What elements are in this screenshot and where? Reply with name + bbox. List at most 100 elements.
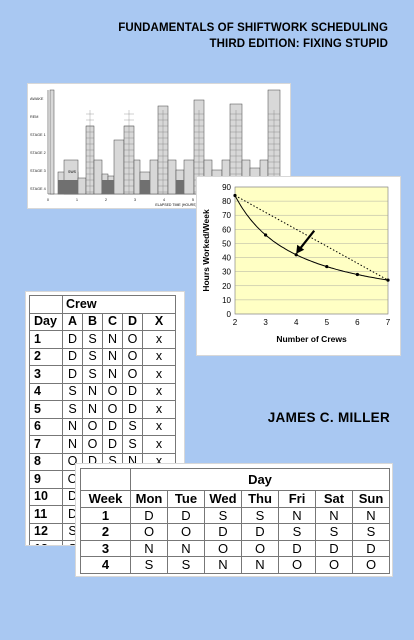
hours-point xyxy=(264,233,268,237)
crew-columns-row: Day A B C D X xyxy=(29,312,176,331)
week-number: 1 xyxy=(80,506,131,524)
shift-cell: S xyxy=(315,523,353,541)
sleep-deep-band xyxy=(102,180,114,194)
shift-cell: S xyxy=(122,435,143,454)
sleep-y-label: STAGE 1 xyxy=(30,133,46,137)
shift-cell: N xyxy=(352,506,390,524)
shift-cell: O xyxy=(122,365,143,384)
hours-y-tick: 30 xyxy=(222,268,231,277)
day-number: 12 xyxy=(29,522,63,541)
shift-cell: x xyxy=(142,382,176,401)
shift-cell: N xyxy=(62,417,83,436)
sleep-y-label: REM xyxy=(30,115,38,119)
week-number: 2 xyxy=(80,523,131,541)
weekday-header: Sun xyxy=(352,490,390,508)
day-number: 6 xyxy=(29,417,63,436)
sleep-x-label: ELAPSED TIME (HOURS) xyxy=(155,203,196,207)
hours-x-tick: 5 xyxy=(325,318,330,327)
hours-chart-svg: 0 10 20 30 40 50 60 70 80 90 2 3 4 5 6 7 Number of Crews… xyxy=(197,177,400,355)
shift-cell: x xyxy=(142,435,176,454)
weekday-header: Mon xyxy=(130,490,168,508)
day-number: 3 xyxy=(29,365,63,384)
shift-cell: D xyxy=(167,506,205,524)
day-number: 10 xyxy=(29,487,63,506)
shift-cell: O xyxy=(204,539,242,557)
shift-cell: N xyxy=(204,556,242,574)
sleep-y-label: STAGE 2 xyxy=(30,151,46,155)
day-number: 11 xyxy=(29,505,63,524)
sleep-x-tick: 2 xyxy=(105,198,107,202)
hours-x-tick: 3 xyxy=(263,318,268,327)
book-title-line2: THIRD EDITION: FIXING STUPID xyxy=(209,38,388,50)
hours-y-tick: 10 xyxy=(222,296,231,305)
crew-column-header: A xyxy=(62,312,83,331)
shift-cell: S xyxy=(130,556,168,574)
week-corner-cell xyxy=(80,468,131,491)
shift-cell: D xyxy=(62,347,83,366)
shift-cell: S xyxy=(82,365,103,384)
sleep-stage-block xyxy=(77,177,87,195)
day-number: 9 xyxy=(29,470,63,489)
day-number: 2 xyxy=(29,347,63,366)
shift-cell: O xyxy=(82,435,103,454)
hours-point xyxy=(294,253,298,257)
author-name: JAMES C. MILLER xyxy=(267,410,390,425)
shift-cell: N xyxy=(102,330,123,349)
shift-cell: O xyxy=(122,330,143,349)
sleep-deep-band xyxy=(58,180,78,194)
sleep-deep-band xyxy=(140,180,150,194)
sleep-y-label: STAGE 4 xyxy=(30,187,46,191)
hours-point xyxy=(355,272,359,277)
week-table: Day Week Mon Tue Wed Thu Fri Sat Sun 1 D D S S N N N 2 O O D… xyxy=(80,468,390,574)
shift-cell: D xyxy=(352,539,390,557)
day-header: Day xyxy=(29,312,63,331)
day-number: 13 xyxy=(29,540,63,545)
shift-cell: N xyxy=(102,347,123,366)
shift-cell: D xyxy=(62,330,83,349)
hours-x-label: Number of Crews xyxy=(276,334,347,344)
shift-cell: x xyxy=(142,365,176,384)
sleep-stage-block xyxy=(149,159,159,195)
hours-x-tick: 2 xyxy=(233,318,238,327)
hours-point xyxy=(386,278,390,282)
book-title-line1: FUNDAMENTALS OF SHIFTWORK SCHEDULING xyxy=(118,22,388,34)
shift-cell: D xyxy=(241,523,279,541)
crew-column-header: D xyxy=(122,312,143,331)
shift-cell: D xyxy=(130,506,168,524)
day-number: 5 xyxy=(29,400,63,419)
crew-header: Crew xyxy=(62,295,176,314)
week-header-row: Day xyxy=(80,468,390,491)
shift-cell: N xyxy=(167,539,205,557)
shift-cell: N xyxy=(62,435,83,454)
shift-cell: N xyxy=(102,365,123,384)
shift-cell: S xyxy=(167,556,205,574)
hours-y-label: Hours Worked/Week xyxy=(201,209,211,292)
day-number: 4 xyxy=(29,382,63,401)
hours-x-tick: 7 xyxy=(386,318,391,327)
shift-cell: O xyxy=(278,556,316,574)
day-header: Day xyxy=(130,468,390,491)
day-number: 7 xyxy=(29,435,63,454)
weekly-schedule-table: Day Week Mon Tue Wed Thu Fri Sat Sun 1 D D S S N N N 2 O O D… xyxy=(76,464,392,576)
crew-column-header: B xyxy=(82,312,103,331)
sleep-x-tick: 3 xyxy=(134,198,136,202)
shift-cell: S xyxy=(122,417,143,436)
sleep-y-label: AWAKE xyxy=(30,97,44,101)
hours-arrow-shaft xyxy=(298,230,316,251)
hours-series-solid xyxy=(234,195,389,281)
shift-cell: O xyxy=(352,556,390,574)
crew-column-header: C xyxy=(102,312,123,331)
shift-cell: O xyxy=(102,400,123,419)
shift-cell: O xyxy=(241,539,279,557)
shift-cell: D xyxy=(102,435,123,454)
sleep-stage-block xyxy=(49,89,55,195)
